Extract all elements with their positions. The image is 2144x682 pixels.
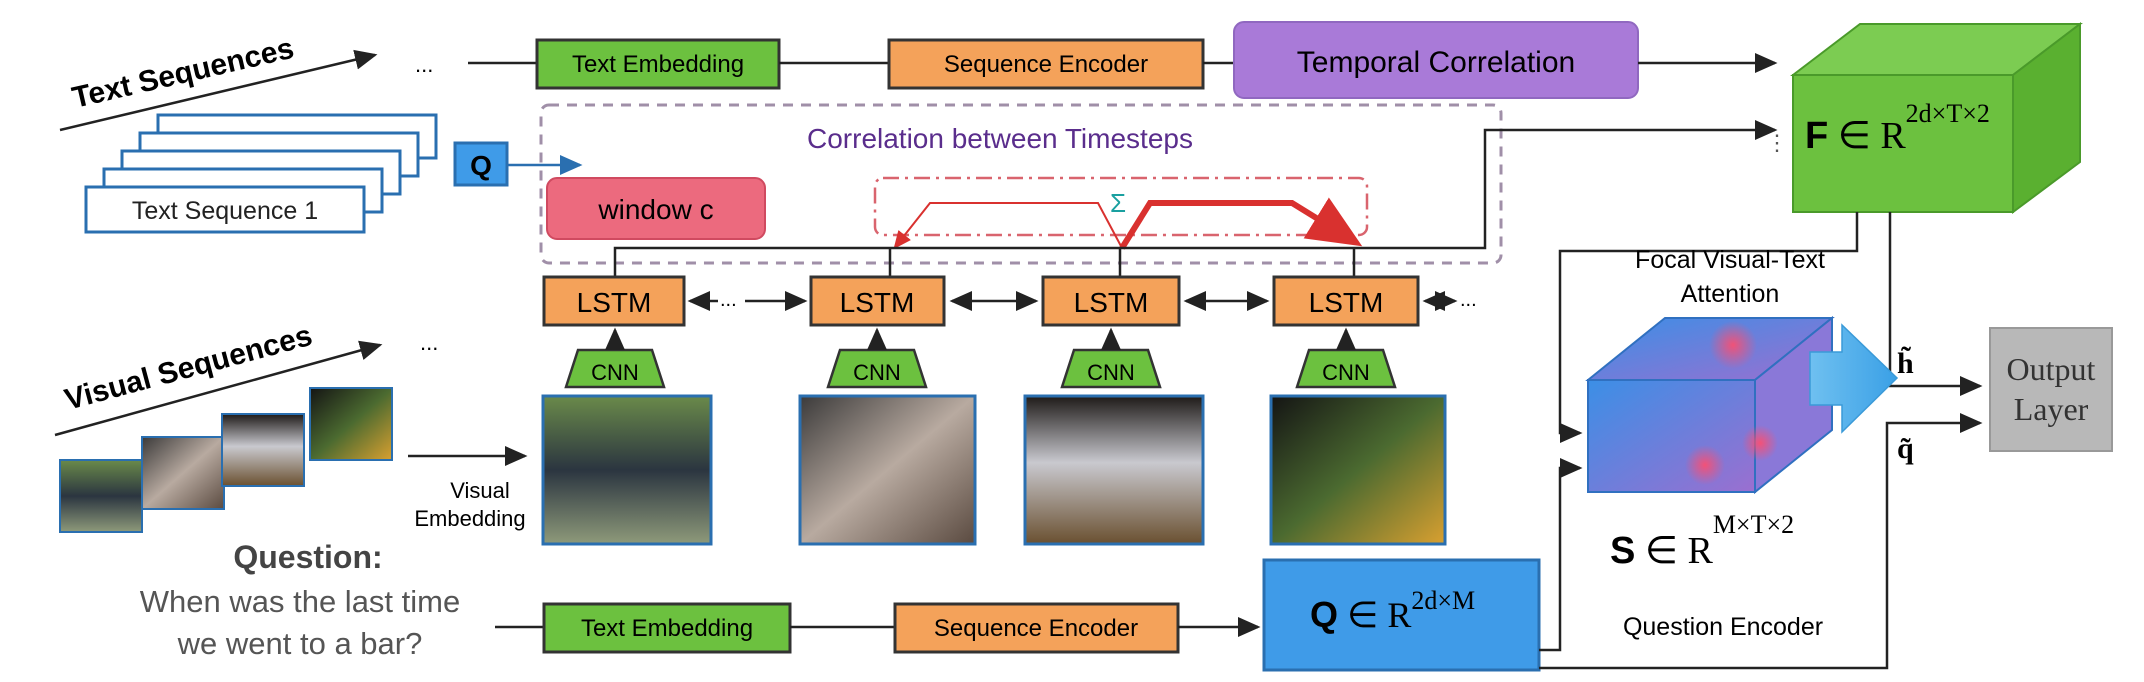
s-superscript: M×T×2 [1713, 510, 1794, 539]
question-text-embedding-label: Text Embedding [581, 615, 753, 642]
text-sequence-stack: Text Sequence 1 [84, 113, 438, 234]
lstm-label: LSTM [1309, 287, 1384, 318]
lstm-label: LSTM [577, 287, 652, 318]
question-matrix-box [1262, 558, 1541, 672]
window-region [873, 176, 1369, 237]
window-box [546, 177, 766, 240]
question-encoder-label: Question Encoder [1623, 613, 1823, 641]
cnn-label: CNN [591, 360, 639, 385]
temporal-correlation-label: Temporal Correlation [1297, 46, 1575, 79]
visual-sequence-thumbnails [59, 387, 393, 533]
cnn-block [826, 348, 928, 389]
text-sequences-label: Text Sequences [69, 32, 297, 115]
q-to-attention-arrow [1539, 458, 1583, 652]
text-embedding-label: Text Embedding [572, 51, 744, 78]
lstm-ellipsis: ... [720, 289, 737, 311]
lstm-box [1272, 275, 1420, 327]
video-frame-image [798, 394, 977, 546]
output-layer-label-2: Layer [2014, 391, 2089, 427]
cnn-block [564, 348, 666, 389]
lstm-box [1041, 275, 1181, 327]
attention-title-2: Attention [1681, 280, 1780, 308]
text-ellipsis: ... [415, 52, 433, 77]
q-superscript: 2d×M [1411, 586, 1475, 615]
video-frames [541, 394, 1447, 546]
lstm-row: LSTM LSTM LSTM LSTM ... ... [542, 275, 1477, 327]
cnn-row: CNN CNN CNN CNN [564, 327, 1397, 389]
feature-cube-label: F ∈ R2d×T×2 [1805, 99, 1990, 157]
thumbnail-image [59, 459, 143, 533]
attention-cube [1585, 315, 1835, 495]
question-sequence-encoder-label: Sequence Encoder [934, 615, 1138, 642]
lstm-box [809, 275, 946, 327]
thumbnail-image [309, 387, 393, 461]
h-tilde-label: h̃ [1897, 346, 1914, 380]
output-layer-label-1: Output [2007, 351, 2096, 387]
q-tilde-label: q̃ [1897, 432, 1914, 465]
cnn-label: CNN [1322, 360, 1370, 385]
thumbnail-image [141, 436, 225, 510]
attention-output-arrow [1809, 323, 1899, 434]
query-label: Q [470, 150, 492, 181]
f-symbol: F [1805, 115, 1828, 157]
s-in-r: ∈ R [1635, 530, 1713, 572]
thumbnail-image [221, 413, 305, 487]
sum-symbol: Σ [1110, 188, 1126, 218]
question-heading: Question: [233, 539, 382, 575]
temporal-correlation-box [1233, 21, 1639, 99]
q-to-output-arrow [1539, 413, 1983, 670]
correlation-region [539, 103, 1503, 265]
s-symbol: S [1610, 530, 1635, 572]
f-to-output-arrow [1888, 212, 1983, 396]
visual-sequences-label: Visual Sequences [61, 319, 315, 417]
f-in-r: ∈ R [1828, 115, 1906, 157]
attention-focus-spot [1742, 425, 1778, 461]
feature-cube-front [1792, 74, 2014, 213]
q-in-r: ∈ R [1338, 595, 1411, 635]
question-line-1: When was the last time [140, 584, 460, 619]
visual-sequences-axis-arrow [54, 340, 383, 437]
cnn-label: CNN [853, 360, 901, 385]
f-superscript: 2d×T×2 [1906, 99, 1990, 128]
attention-arrow-left [893, 202, 1123, 250]
q-symbol: Q [1310, 594, 1338, 635]
attention-arrow-right [1119, 197, 1363, 250]
question-sequence-encoder-box [893, 602, 1180, 654]
lstm-label: LSTM [840, 287, 915, 318]
lstm-box [542, 275, 686, 327]
visual-embedding-label-2: Embedding [414, 506, 525, 531]
lstm-label: LSTM [1074, 287, 1149, 318]
question-matrix-label: Q ∈ R2d×M [1310, 586, 1475, 635]
output-layer-box [1989, 327, 2113, 452]
attention-title-1: Focal Visual-Text [1635, 246, 1825, 274]
feature-vdots: ⋮ [1766, 130, 1788, 155]
attention-matrix-label: S ∈ RM×T×2 [1610, 510, 1794, 572]
text-sequence-front-label: Text Sequence 1 [132, 197, 318, 225]
video-frame-image [1023, 394, 1205, 546]
attention-cube-front [1587, 379, 1756, 493]
f-to-attention-arrow [1558, 212, 1859, 443]
question-line-2: we went to a bar? [177, 626, 423, 661]
video-frame-image [1269, 394, 1447, 546]
attention-focus-spot [1685, 445, 1725, 485]
visual-ellipsis: ... [420, 330, 438, 355]
cnn-label: CNN [1087, 360, 1135, 385]
lstm-to-feature-line [613, 120, 1778, 276]
video-frame-image [541, 394, 713, 546]
cnn-block [1295, 348, 1397, 389]
correlation-label: Correlation between Timesteps [807, 123, 1193, 154]
feature-cube: F ∈ R2d×T×2 ⋮ [1766, 21, 2083, 214]
window-label: window c [597, 194, 713, 225]
visual-embedding-label-1: Visual [450, 478, 510, 503]
sequence-encoder-label: Sequence Encoder [944, 51, 1148, 78]
text-sequence-card-front [84, 185, 366, 234]
attention-focus-spot [1709, 321, 1757, 369]
cnn-block [1060, 348, 1162, 389]
lstm-ellipsis-end: ... [1460, 289, 1477, 311]
text-sequences-axis-arrow [59, 49, 378, 132]
